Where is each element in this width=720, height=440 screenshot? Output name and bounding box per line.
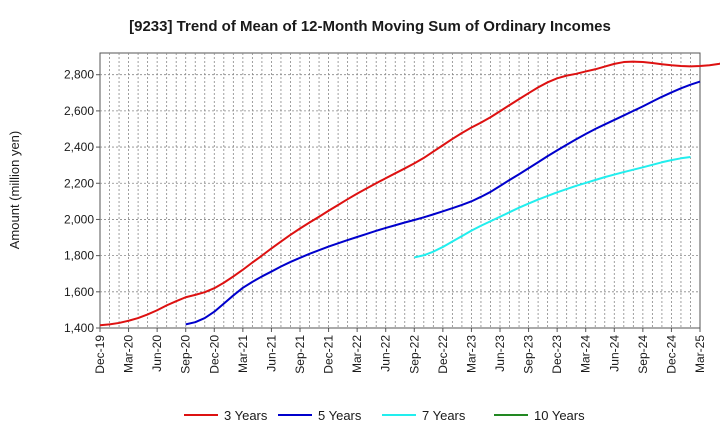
x-tick-label: Dec-22 — [436, 335, 450, 374]
legend-label: 3 Years — [224, 408, 268, 423]
x-axis-ticks: Dec-19 Mar-20 Jun-20 Sep-20 Dec-20 Mar-21 Jun-… — [93, 328, 707, 374]
x-tick-label: Jun-22 — [379, 335, 393, 372]
x-tick-label: Dec-21 — [322, 335, 336, 374]
series-line-3-years — [99, 60, 720, 327]
x-tick-label: Sep-22 — [407, 335, 421, 374]
y-tick-label: 2,600 — [64, 104, 94, 118]
y-tick-label: 2,400 — [64, 140, 94, 154]
x-tick-label: Mar-24 — [579, 335, 593, 373]
series-lines — [99, 60, 720, 327]
y-tick-label: 2,800 — [64, 68, 94, 82]
x-tick-label: Sep-21 — [293, 335, 307, 374]
chart-title: [9233] Trend of Mean of 12-Month Moving … — [129, 18, 611, 35]
x-tick-label: Mar-25 — [693, 335, 707, 373]
x-tick-label: Mar-20 — [122, 335, 136, 373]
series-line-7-years — [414, 156, 691, 259]
legend: 3 Years 5 Years 7 Years 10 Years — [184, 408, 585, 423]
legend-label: 5 Years — [318, 408, 362, 423]
x-tick-label: Sep-23 — [522, 335, 536, 374]
x-tick-label: Mar-23 — [464, 335, 478, 373]
y-tick-label: 1,800 — [64, 249, 94, 263]
x-tick-label: Mar-22 — [350, 335, 364, 373]
x-tick-label: Sep-20 — [179, 335, 193, 374]
x-tick-label: Dec-20 — [207, 335, 221, 374]
plot-frame — [99, 52, 701, 329]
x-tick-label: Jun-24 — [607, 335, 621, 372]
x-tick-label: Dec-19 — [93, 335, 107, 374]
x-tick-label: Dec-23 — [550, 335, 564, 374]
x-tick-label: Mar-21 — [236, 335, 250, 373]
y-tick-label: 1,600 — [64, 285, 94, 299]
y-tick-label: 2,000 — [64, 212, 94, 226]
legend-label: 10 Years — [534, 408, 585, 423]
y-tick-label: 1,400 — [64, 321, 94, 335]
legend-label: 7 Years — [422, 408, 466, 423]
x-tick-label: Jun-23 — [493, 335, 507, 372]
x-tick-label: Dec-24 — [664, 335, 678, 374]
horizontal-gridlines — [100, 74, 700, 293]
x-tick-label: Jun-20 — [150, 335, 164, 372]
y-tick-label: 2,200 — [64, 176, 94, 190]
plot-area — [99, 52, 720, 329]
y-axis-ticks: 1,400 1,600 1,800 2,000 2,200 2,400 2,600 2,800 — [64, 68, 100, 335]
series-line-5-years — [185, 80, 701, 326]
x-tick-label: Sep-24 — [636, 335, 650, 374]
x-tick-label: Jun-21 — [264, 335, 278, 372]
y-axis-label: Amount (million yen) — [7, 131, 22, 250]
